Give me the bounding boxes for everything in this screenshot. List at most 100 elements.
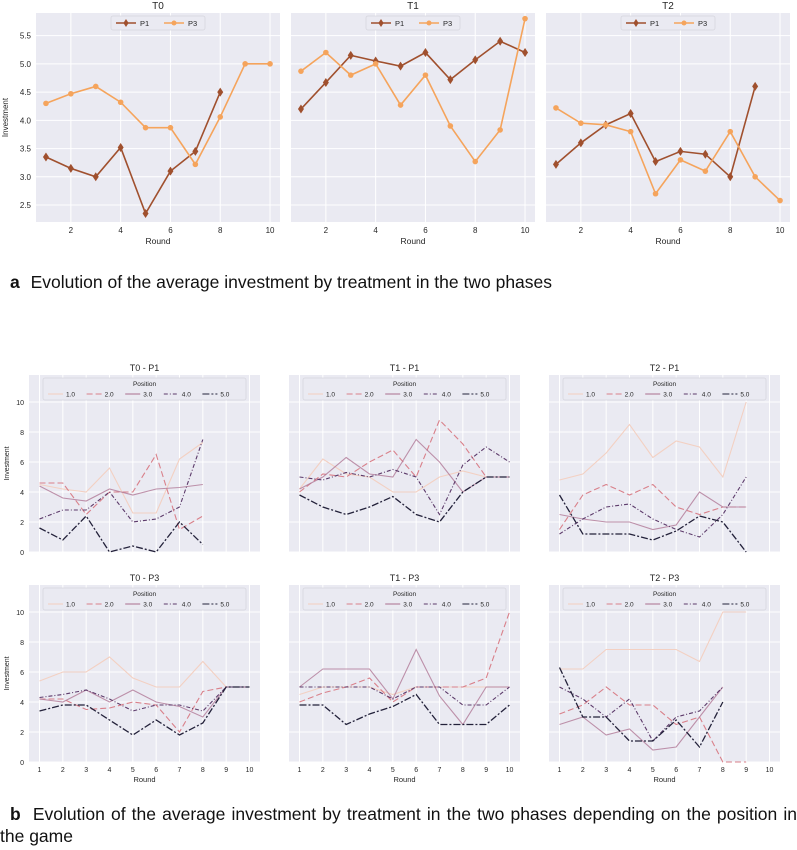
series-position-2-0	[559, 483, 747, 530]
legend-label: P1	[395, 19, 404, 28]
data-point	[472, 55, 479, 65]
data-point	[267, 61, 273, 67]
legend-label: 5.0	[480, 602, 489, 609]
chart-title: T0 - P1	[130, 363, 160, 373]
data-point	[422, 72, 429, 78]
data-point	[92, 172, 99, 182]
x-tick-label: 2	[61, 767, 65, 774]
chart-title: T0	[152, 1, 164, 12]
data-point	[578, 120, 584, 126]
x-tick-label: 8	[218, 226, 223, 235]
legend: Position 1.0 2.0 3.0 4.0 5.0	[302, 377, 507, 401]
legend-label: 5.0	[480, 392, 489, 399]
y-tick-label: 2.5	[20, 201, 32, 210]
series-position-3-0	[299, 438, 510, 493]
x-tick-label: 7	[698, 767, 702, 774]
legend-label: 1.0	[586, 392, 595, 399]
series-position-2-0	[39, 453, 204, 531]
legend-label: 2.0	[365, 602, 374, 609]
data-point	[702, 149, 709, 159]
y-tick-label: 0	[20, 550, 24, 557]
series-position-3-0	[559, 491, 747, 531]
legend-label: 3.0	[403, 602, 412, 609]
series-position-2-0	[299, 611, 511, 703]
x-tick-label: 7	[438, 767, 442, 774]
y-tick-label: 10	[16, 610, 24, 617]
chart-title: T0 - P3	[130, 573, 160, 583]
data-point	[297, 104, 304, 114]
data-point	[497, 127, 503, 133]
y-tick-label: 6	[20, 670, 24, 677]
series-position-5-0	[39, 514, 204, 553]
data-point	[117, 142, 124, 152]
legend-label: 1.0	[326, 602, 335, 609]
y-tick-label: 4	[20, 490, 24, 497]
chart-title: T2 - P3	[650, 573, 680, 583]
data-point	[422, 48, 429, 58]
chart-title: T1 - P3	[390, 573, 420, 583]
x-tick-label: 9	[224, 767, 228, 774]
legend-label: 3.0	[143, 392, 152, 399]
legend-label: 1.0	[66, 392, 75, 399]
series-position-1-0	[39, 442, 204, 514]
legend: P1 P3	[110, 15, 206, 31]
series-line	[300, 18, 526, 163]
chart-title: T2 - P1	[650, 363, 680, 373]
chart-t1-p1: T1 - P1 Position 1.0 2.0 3.0 4.0 5.0	[289, 363, 520, 553]
series-position-5-0	[558, 494, 747, 553]
data-point	[677, 146, 684, 156]
series-position-3-0	[39, 483, 203, 502]
series-position-1-0	[559, 611, 747, 670]
legend-label: 3.0	[143, 602, 152, 609]
legend: Position 1.0 2.0 3.0 4.0 5.0	[42, 377, 247, 401]
x-tick-label: 4	[108, 767, 112, 774]
data-point	[752, 81, 759, 91]
chart-t0-p1: T0 - P1 0 2 4 6 8 10 Investment Position 1.0 2.0 3.…	[4, 363, 260, 557]
legend-label: 4.0	[182, 392, 191, 399]
x-tick-label: 8	[201, 767, 205, 774]
data-point	[68, 90, 74, 97]
legend: Position 1.0 2.0 3.0 4.0 5.0	[302, 587, 507, 611]
data-point	[652, 157, 659, 167]
legend-label: 2.0	[625, 602, 634, 609]
x-axis-label: Round	[653, 775, 675, 784]
data-point	[217, 114, 224, 120]
legend-marker	[681, 20, 687, 26]
legend-box	[620, 15, 716, 31]
series-position-3-0	[299, 648, 510, 726]
data-point	[397, 102, 404, 108]
data-point	[472, 158, 479, 165]
x-axis-label: Round	[400, 236, 425, 246]
legend-label: 3.0	[663, 392, 672, 399]
x-tick-label: 9	[484, 767, 488, 774]
data-point	[447, 75, 454, 85]
x-tick-label: 10	[766, 767, 774, 774]
series-position-1-0	[299, 458, 510, 493]
series-position-1-0	[39, 656, 250, 688]
legend: P1 P3	[620, 15, 716, 31]
x-axis-label: Round	[133, 775, 155, 784]
data-point	[577, 138, 584, 148]
data-point	[42, 152, 49, 162]
data-point	[372, 61, 379, 67]
legend-title: Position	[393, 381, 417, 388]
legend-box	[562, 587, 767, 611]
x-tick-label: 4	[628, 767, 632, 774]
legend-label: 2.0	[365, 392, 374, 399]
x-tick-label: 6	[678, 226, 683, 235]
legend-label: 1.0	[586, 602, 595, 609]
x-tick-label: 4	[118, 226, 123, 235]
data-point	[677, 157, 684, 163]
x-axis-label: Round	[655, 236, 680, 246]
series-position-5-0	[558, 667, 724, 749]
x-tick-label: 1	[38, 767, 42, 774]
x-tick-label: 6	[674, 767, 678, 774]
legend: Position 1.0 2.0 3.0 4.0 5.0	[562, 377, 767, 401]
legend-label: P1	[650, 19, 659, 28]
x-tick-label: 10	[266, 226, 275, 235]
series-p1	[552, 81, 759, 182]
series-line	[45, 63, 271, 166]
data-point	[67, 163, 74, 173]
data-point	[602, 122, 609, 128]
